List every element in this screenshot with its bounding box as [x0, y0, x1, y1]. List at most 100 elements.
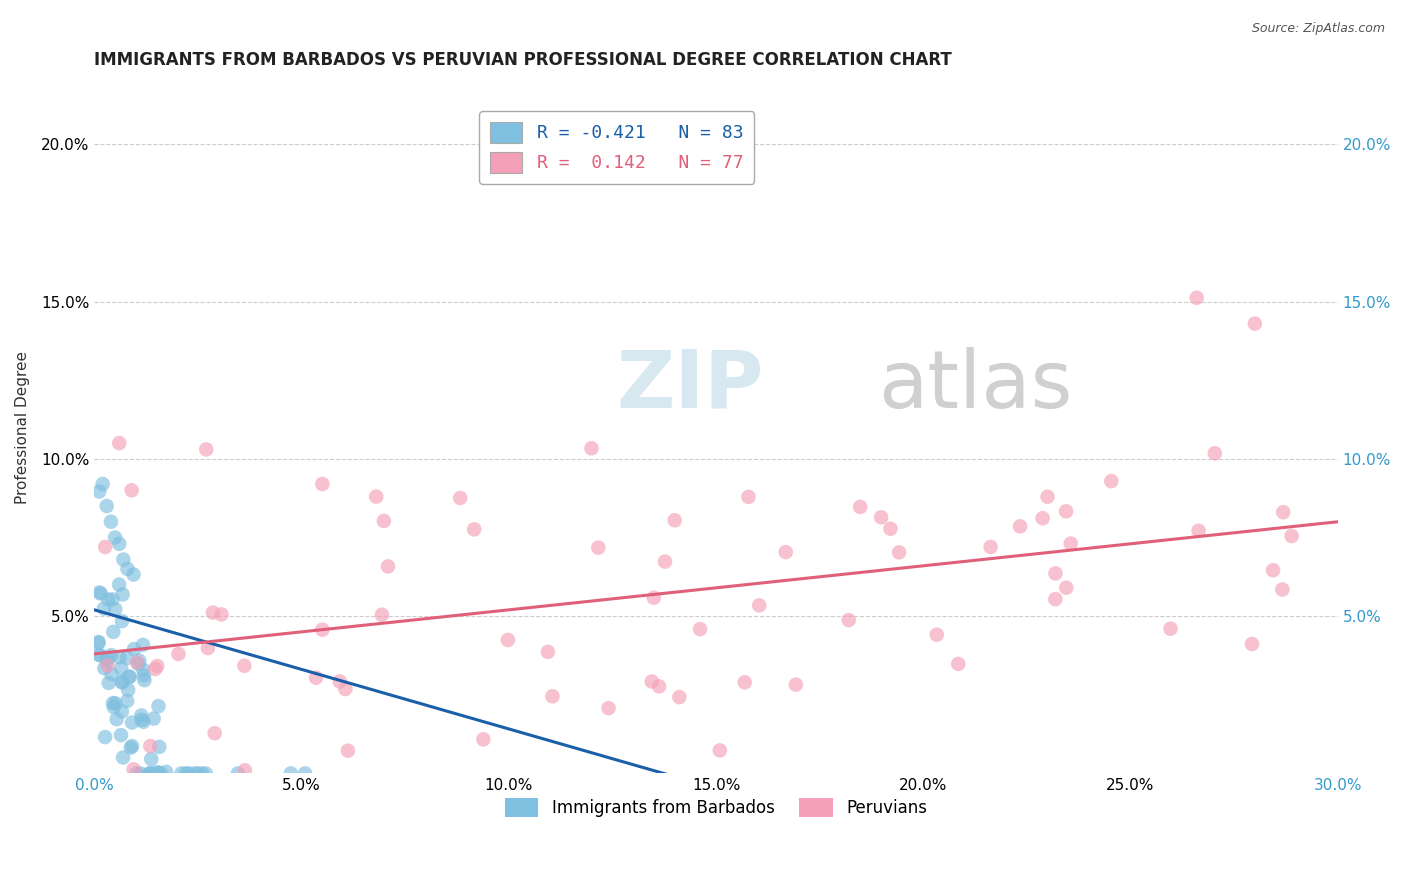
- Point: [226, 766, 249, 780]
- Point: [131, 713, 153, 727]
- Point: [121, 739, 143, 754]
- Point: [128, 654, 150, 668]
- Point: [93, 601, 115, 615]
- Point: [373, 514, 395, 528]
- Point: [118, 670, 141, 684]
- Point: [131, 708, 153, 723]
- Point: [96, 658, 118, 673]
- Point: [115, 694, 138, 708]
- Point: [97, 676, 120, 690]
- Point: [148, 766, 170, 780]
- Point: [668, 690, 690, 705]
- Point: [641, 674, 664, 689]
- Point: [174, 766, 197, 780]
- Point: [335, 681, 357, 696]
- Text: atlas: atlas: [877, 347, 1071, 425]
- Point: [108, 577, 131, 591]
- Point: [125, 656, 148, 670]
- Point: [96, 654, 118, 668]
- Point: [541, 690, 564, 704]
- Point: [111, 587, 134, 601]
- Point: [146, 765, 169, 780]
- Point: [689, 622, 711, 636]
- Point: [143, 662, 166, 676]
- Point: [139, 739, 162, 753]
- Point: [110, 728, 132, 742]
- Point: [1240, 637, 1263, 651]
- Point: [167, 647, 190, 661]
- Point: [122, 642, 145, 657]
- Point: [141, 752, 163, 766]
- Point: [1244, 317, 1267, 331]
- Point: [887, 545, 910, 559]
- Point: [209, 607, 232, 622]
- Point: [870, 510, 893, 524]
- Point: [118, 670, 141, 684]
- Point: [139, 766, 162, 780]
- Point: [980, 540, 1002, 554]
- Point: [132, 668, 155, 682]
- Point: [111, 674, 134, 689]
- Point: [100, 515, 122, 529]
- Point: [129, 766, 152, 780]
- Point: [280, 766, 302, 780]
- Point: [598, 701, 620, 715]
- Point: [87, 635, 110, 649]
- Point: [748, 599, 770, 613]
- Point: [1281, 529, 1303, 543]
- Point: [100, 667, 122, 681]
- Point: [97, 592, 120, 607]
- Point: [108, 436, 131, 450]
- Point: [103, 700, 125, 714]
- Point: [110, 661, 132, 675]
- Point: [141, 766, 163, 780]
- Point: [1054, 504, 1077, 518]
- Point: [305, 671, 328, 685]
- Point: [94, 730, 117, 744]
- Point: [89, 648, 111, 663]
- Text: Source: ZipAtlas.com: Source: ZipAtlas.com: [1251, 22, 1385, 36]
- Point: [132, 714, 155, 729]
- Point: [149, 766, 172, 780]
- Point: [121, 715, 143, 730]
- Point: [195, 442, 218, 457]
- Point: [643, 591, 665, 605]
- Point: [87, 636, 110, 650]
- Point: [104, 531, 127, 545]
- Point: [233, 658, 256, 673]
- Point: [463, 522, 485, 536]
- Point: [785, 678, 807, 692]
- Point: [96, 651, 118, 665]
- Point: [117, 562, 139, 576]
- Point: [925, 628, 948, 642]
- Point: [1054, 581, 1077, 595]
- Point: [187, 766, 209, 780]
- Point: [371, 607, 394, 622]
- Point: [117, 683, 139, 698]
- Point: [1036, 490, 1059, 504]
- Point: [709, 743, 731, 757]
- Point: [329, 674, 352, 689]
- Point: [170, 766, 193, 780]
- Point: [122, 762, 145, 776]
- Point: [120, 740, 142, 755]
- Point: [496, 632, 519, 647]
- Point: [1185, 291, 1208, 305]
- Point: [191, 766, 214, 780]
- Point: [1204, 446, 1226, 460]
- Point: [177, 766, 200, 780]
- Point: [146, 766, 169, 780]
- Point: [89, 484, 111, 499]
- Point: [654, 555, 676, 569]
- Point: [138, 766, 160, 780]
- Point: [1010, 519, 1032, 533]
- Point: [104, 602, 127, 616]
- Point: [1271, 582, 1294, 597]
- Point: [183, 766, 205, 780]
- Point: [449, 491, 471, 505]
- Point: [1060, 536, 1083, 550]
- Point: [105, 712, 128, 726]
- Point: [132, 663, 155, 677]
- Point: [1099, 474, 1122, 488]
- Point: [197, 641, 219, 656]
